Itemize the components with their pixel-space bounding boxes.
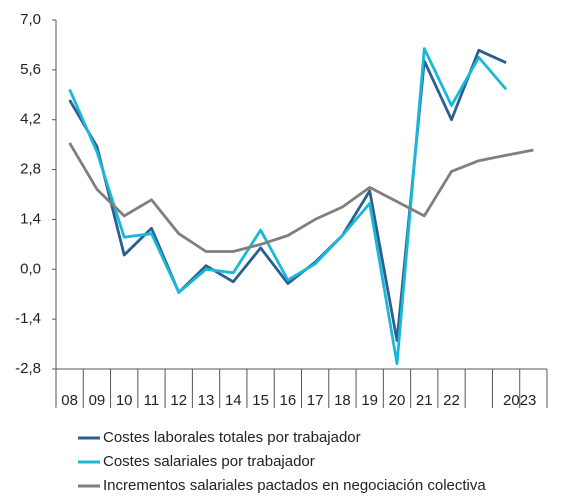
y-tick-label: 0,0 [20, 260, 41, 277]
y-tick-label: 1,4 [20, 210, 41, 227]
y-tick-label: 2,8 [20, 161, 41, 178]
y-tick-label: 7,0 [20, 11, 41, 28]
series-line [68, 142, 534, 253]
x-tick-label: 18 [334, 392, 351, 409]
legend-label: Costes laborales totales por trabajador [103, 429, 361, 446]
x-tick-label: 12 [170, 392, 187, 409]
x-tick-label: 11 [144, 392, 160, 409]
legend-label: Costes salariales por trabajador [103, 453, 315, 470]
y-tick-label: -1,4 [15, 310, 41, 327]
y-tick-label: 5,6 [20, 61, 41, 78]
series-line [68, 47, 508, 366]
x-tick-label: 2023 [503, 392, 536, 409]
x-tick-label: 10 [116, 392, 133, 409]
x-tick-label: 13 [198, 392, 215, 409]
x-tick-label: 21 [416, 392, 433, 409]
y-tick-label: -2,8 [15, 360, 41, 377]
x-tick-label: 22 [443, 392, 460, 409]
x-tick-label: 15 [252, 392, 269, 409]
x-tick-label: 16 [280, 392, 297, 409]
x-tick-label: 17 [307, 392, 324, 409]
x-tick-label: 14 [225, 392, 242, 409]
series-line [68, 48, 507, 342]
x-tick-label: 08 [61, 392, 78, 409]
x-tick-label: 09 [89, 392, 106, 409]
y-tick-label: 4,2 [20, 111, 41, 128]
legend-label: Incrementos salariales pactados en negoc… [103, 477, 486, 494]
x-tick-label: 20 [389, 392, 406, 409]
x-tick-label: 19 [361, 392, 378, 409]
